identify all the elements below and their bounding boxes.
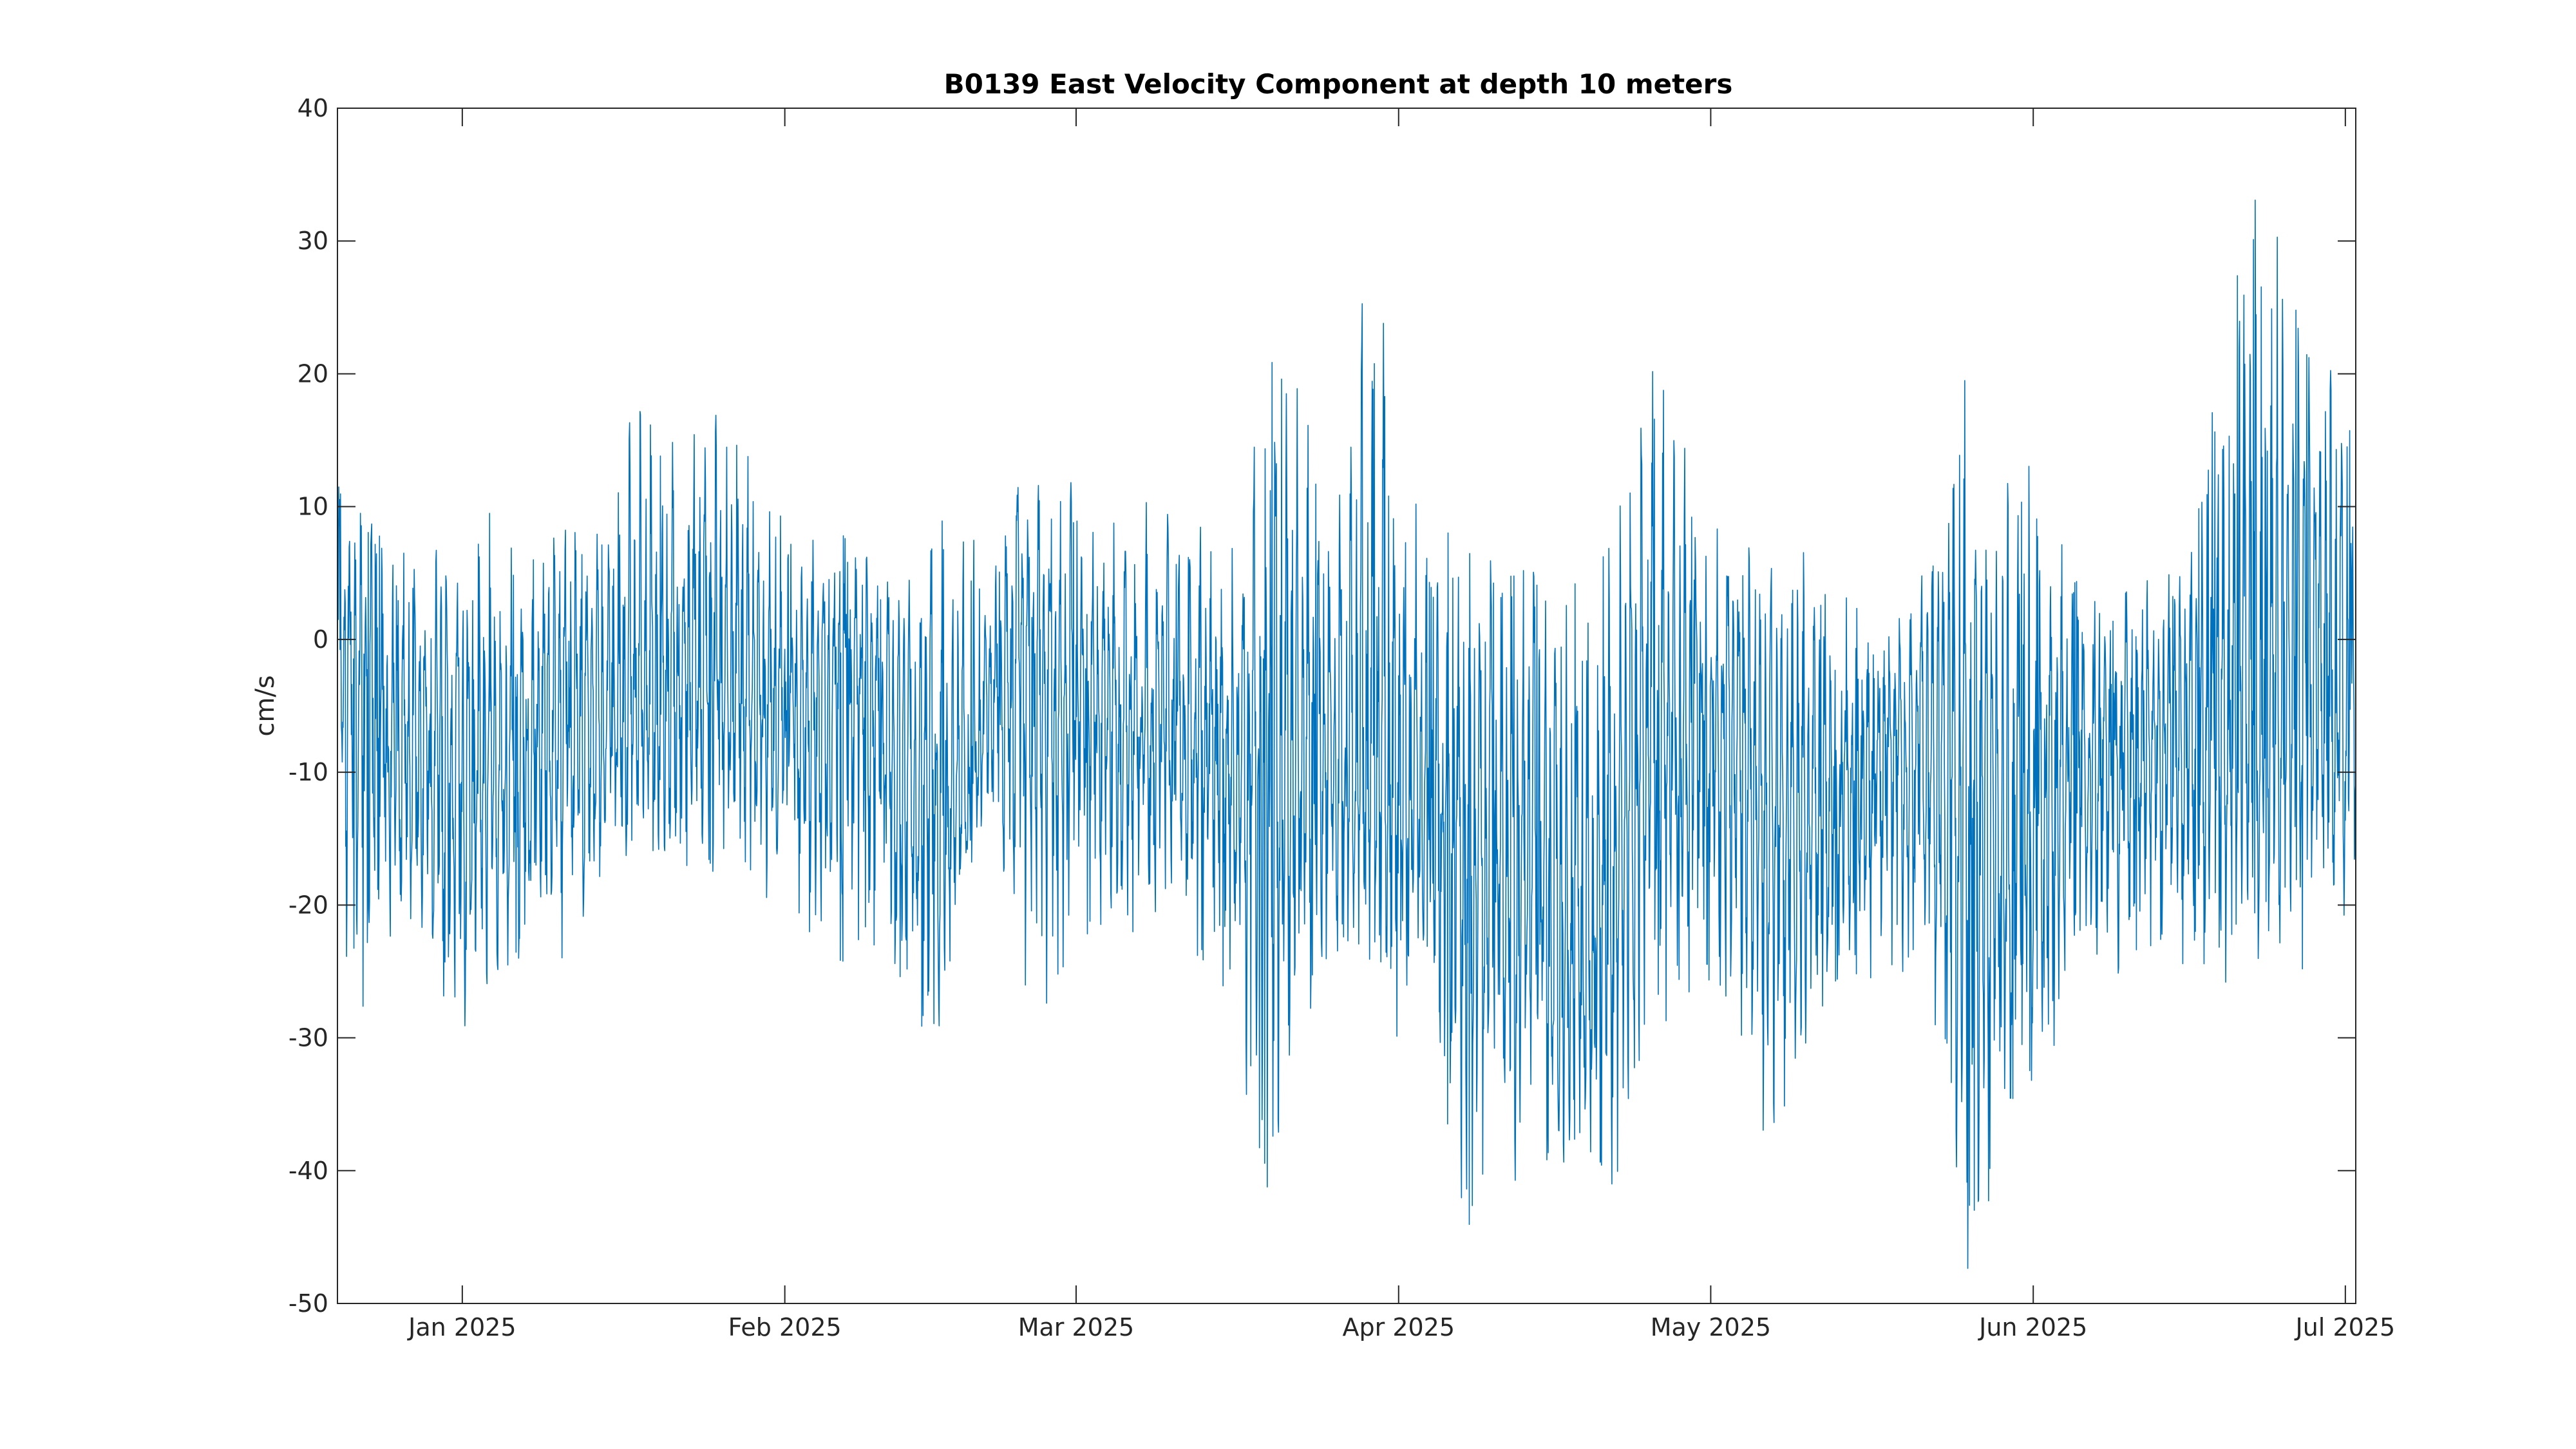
y-axis-label: cm/s: [251, 675, 280, 736]
y-tick-label: -10: [289, 758, 328, 786]
y-tick-label: 40: [298, 94, 328, 122]
y-tick-label: -50: [289, 1289, 328, 1318]
y-tick-label: -30: [289, 1024, 328, 1052]
tick-layer: -50 -40 -30 -20 -10 0 10 20 30 40 Jan 2025 Feb 2025…: [289, 94, 2395, 1341]
y-tick-label: 30: [298, 227, 328, 255]
y-tick-label: 10: [298, 493, 328, 521]
x-tick-label: Apr 2025: [1343, 1313, 1455, 1341]
y-tick-label: 20: [298, 359, 328, 388]
x-tick-label: Feb 2025: [728, 1313, 842, 1341]
y-tick-label: -20: [289, 891, 328, 919]
series-layer: [337, 199, 2356, 1269]
x-tick-label: Jan 2025: [407, 1313, 516, 1341]
axes-box: [337, 108, 2356, 1304]
x-tick-label: Mar 2025: [1018, 1313, 1134, 1341]
x-tick-label: Jun 2025: [1978, 1313, 2087, 1341]
x-tick-label: May 2025: [1651, 1313, 1771, 1341]
y-tick-label: 0: [313, 625, 328, 654]
x-tick-label: Jul 2025: [2295, 1313, 2396, 1341]
chart-title: B0139 East Velocity Component at depth 1…: [944, 68, 1733, 100]
east-velocity-series-line: [337, 199, 2356, 1269]
plot-area: -50 -40 -30 -20 -10 0 10 20 30 40 Jan 2025 Feb 2025…: [289, 94, 2395, 1341]
y-tick-label: -40: [289, 1157, 328, 1185]
